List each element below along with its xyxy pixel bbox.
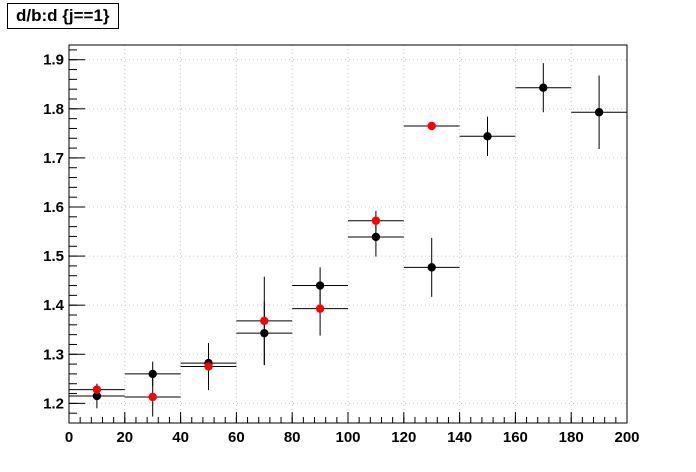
- marker: [427, 121, 436, 131]
- marker: [371, 232, 381, 242]
- data-point: [348, 210, 404, 231]
- marker: [92, 391, 102, 401]
- x-tick-label: 200: [614, 429, 639, 446]
- series-0: [69, 63, 627, 409]
- data-point: [69, 384, 125, 395]
- data-point: [571, 75, 627, 150]
- x-tick-label: 180: [559, 429, 584, 446]
- x-tick-label: 100: [335, 429, 360, 446]
- y-tick-label: 1.3: [43, 346, 64, 363]
- data-point: [180, 342, 237, 391]
- chart-title: d/b:d {j==1}: [7, 3, 119, 29]
- x-tick-label: 120: [391, 429, 416, 446]
- x-tick-label: 160: [503, 429, 528, 446]
- x-tick-label: 60: [228, 429, 245, 446]
- marker: [148, 392, 157, 402]
- marker: [148, 369, 157, 379]
- data-point: [459, 116, 516, 156]
- marker: [483, 132, 492, 141]
- y-tick-label: 1.9: [43, 52, 64, 69]
- marker: [204, 362, 213, 371]
- x-tick-label: 80: [284, 429, 301, 446]
- marker: [260, 316, 269, 326]
- y-tick-label: 1.5: [43, 248, 64, 265]
- data-point: [124, 361, 181, 387]
- data-series: [69, 63, 627, 417]
- x-tick-label: 140: [447, 429, 472, 446]
- tick-labels: 0 20 40 60 80 100 120 140 160 180 200 1.2 1.3 1.4 1.5 1…: [43, 52, 639, 446]
- data-point: [403, 121, 460, 131]
- x-tick-label: 0: [65, 429, 73, 446]
- data-point: [124, 377, 181, 417]
- data-point: [403, 237, 460, 297]
- data-point: [236, 276, 293, 366]
- y-tick-label: 1.6: [43, 199, 64, 216]
- data-point: [348, 217, 404, 257]
- grid-lines: [69, 45, 627, 423]
- series-1: [69, 121, 460, 417]
- y-tick-label: 1.4: [43, 297, 65, 314]
- data-point: [292, 281, 348, 336]
- marker: [539, 83, 548, 92]
- y-tick-label: 1.2: [43, 395, 64, 412]
- y-tick-label: 1.7: [43, 150, 64, 167]
- axis-ticks: [68, 49, 628, 424]
- x-tick-label: 20: [116, 429, 133, 446]
- x-tick-label: 40: [172, 429, 189, 446]
- marker: [427, 263, 436, 272]
- y-tick-label: 1.8: [43, 101, 64, 118]
- marker: [315, 304, 325, 313]
- marker: [371, 216, 381, 225]
- marker: [92, 385, 102, 394]
- marker: [594, 108, 604, 117]
- data-point: [515, 63, 572, 113]
